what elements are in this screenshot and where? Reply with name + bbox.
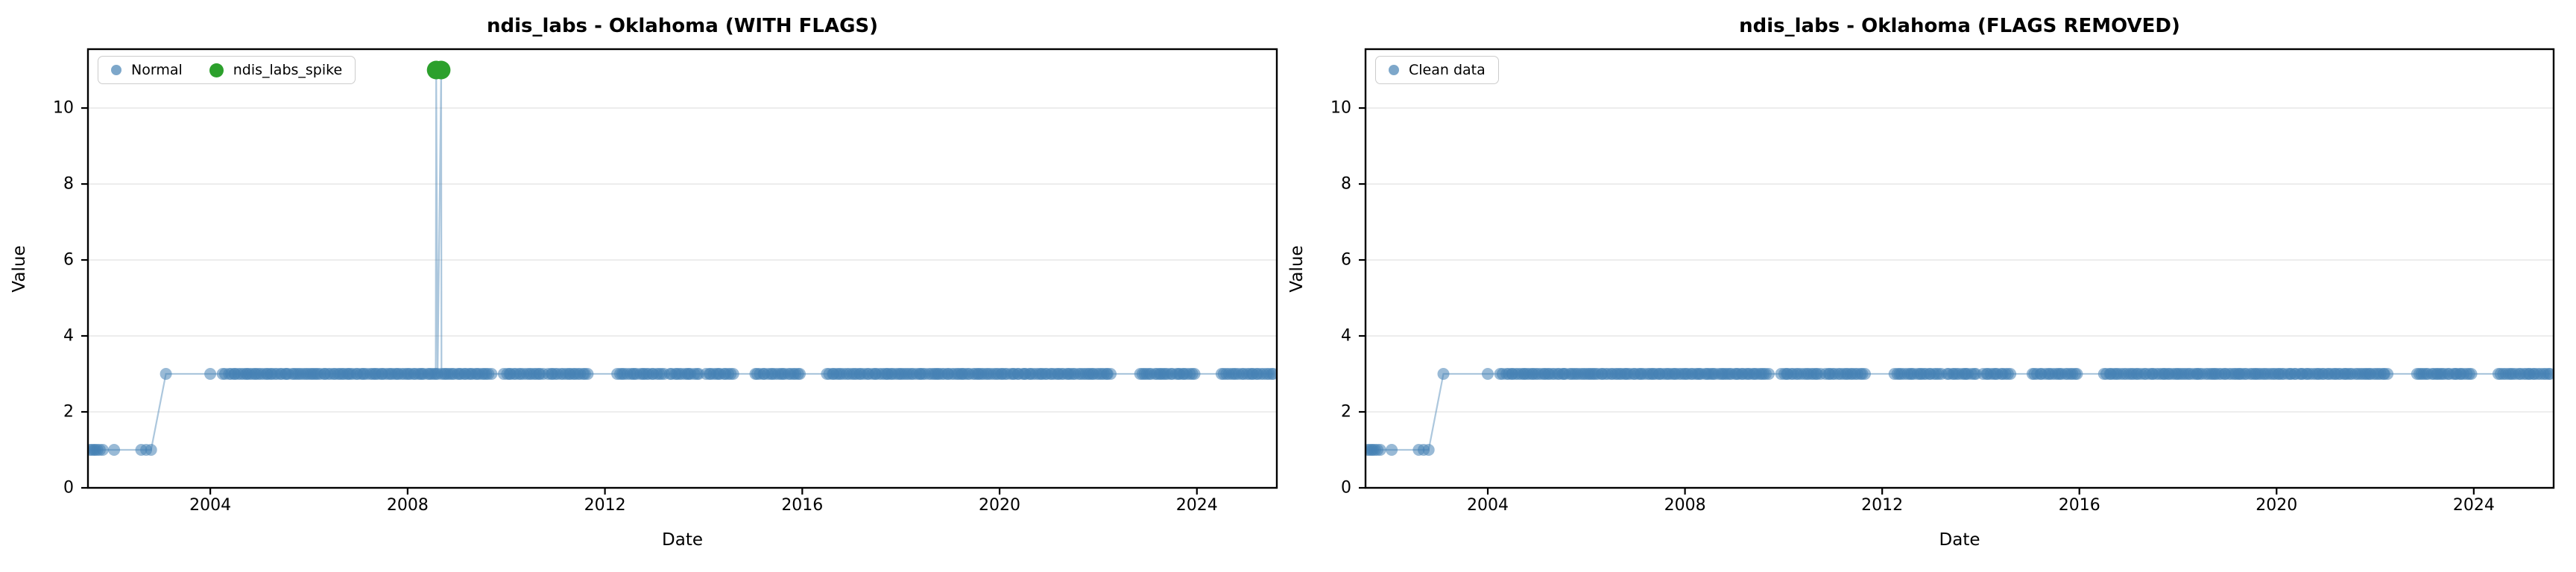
chart-panel-right — [1359, 48, 2555, 495]
x-tick-label: 2024 — [2452, 496, 2495, 515]
series-group — [88, 60, 1277, 456]
axes-box — [1364, 48, 2555, 489]
y-tick-label: 2 — [63, 402, 74, 422]
axes-box — [86, 48, 1278, 489]
legend-marker-normal-icon — [111, 65, 121, 75]
x-tick-label: 2012 — [584, 496, 626, 515]
y-tick-label: 4 — [1341, 326, 1351, 346]
y-tick-label: 0 — [63, 478, 74, 498]
legend-label: Clean data — [1409, 62, 1486, 78]
spike-data-points — [426, 60, 451, 80]
left-legend: Normal ndis_labs_spike — [98, 56, 356, 84]
x-tick-label: 2016 — [2058, 496, 2100, 515]
x-tick-label: 2008 — [1664, 496, 1706, 515]
normal-data-points — [1366, 368, 2554, 456]
series-group — [1366, 368, 2554, 456]
y-tick-label: 10 — [53, 98, 74, 118]
y-tick-label: 8 — [63, 174, 74, 194]
legend-marker-spike-icon — [209, 63, 224, 77]
y-tick-label: 10 — [1330, 98, 1351, 118]
x-tick-label: 2020 — [2255, 496, 2298, 515]
left-x-axis-label: Date — [662, 530, 703, 550]
normal-data-points — [88, 368, 1277, 456]
grid-lines — [1366, 107, 2554, 413]
axis-tick-marks — [1359, 107, 2475, 495]
right-chart-title: ndis_labs - Oklahoma (FLAGS REMOVED) — [1739, 15, 2180, 37]
chart-panel-left — [81, 48, 1278, 495]
y-tick-label: 2 — [1341, 402, 1351, 422]
legend-item: Clean data — [1389, 62, 1486, 78]
right-x-axis-label: Date — [1939, 530, 1980, 550]
legend-item: Normal — [111, 62, 183, 78]
y-tick-label: 4 — [63, 326, 74, 346]
legend-marker-normal-icon — [1389, 65, 1399, 75]
x-tick-label: 2004 — [189, 496, 232, 515]
grid-lines — [88, 107, 1277, 413]
y-tick-label: 6 — [1341, 250, 1351, 270]
x-tick-label: 2008 — [386, 496, 429, 515]
right-y-axis-label: Value — [1287, 244, 1307, 293]
x-tick-label: 2012 — [1861, 496, 1904, 515]
legend-item: ndis_labs_spike — [209, 62, 342, 78]
right-legend: Clean data — [1375, 56, 1499, 84]
x-tick-label: 2020 — [979, 496, 1021, 515]
legend-label: ndis_labs_spike — [233, 62, 343, 78]
x-tick-label: 2004 — [1467, 496, 1509, 515]
x-tick-label: 2016 — [781, 496, 824, 515]
y-tick-label: 8 — [1341, 174, 1351, 194]
x-tick-label: 2024 — [1175, 496, 1218, 515]
axis-tick-marks — [81, 107, 1198, 495]
legend-label: Normal — [131, 62, 183, 78]
left-y-axis-label: Value — [10, 244, 29, 293]
y-tick-label: 0 — [1341, 478, 1351, 498]
left-chart-title: ndis_labs - Oklahoma (WITH FLAGS) — [486, 15, 879, 37]
y-tick-label: 6 — [63, 250, 74, 270]
